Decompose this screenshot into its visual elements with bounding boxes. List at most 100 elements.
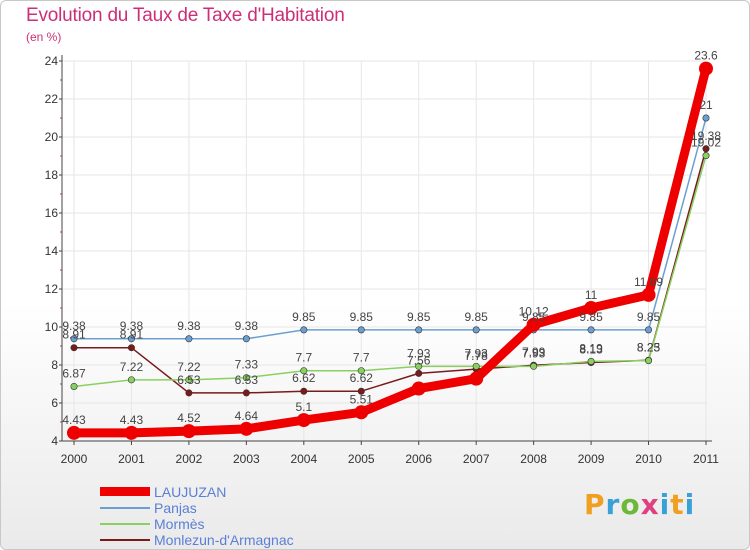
data-point-morm-s [530,362,538,370]
data-label-morm-s: 7.93 [522,346,546,360]
x-tick-label: 2008 [520,452,547,466]
data-point-laujuzan [181,424,196,439]
data-label-laujuzan: 4.64 [235,409,259,423]
data-point-monlezun-d-armagnac [70,344,78,352]
data-label-monlezun-d-armagnac: 8.13 [579,343,603,357]
data-label-laujuzan: 5.1 [295,400,312,414]
data-point-morm-s [242,374,250,382]
data-label-laujuzan: 4.43 [120,413,144,427]
data-point-monlezun-d-armagnac [185,389,193,397]
data-label-panjas: 9.85 [292,310,316,324]
legend-label-monlezun: Monlezun-d'Armagnac [154,532,294,548]
data-point-morm-s [127,376,135,384]
data-point-monlezun-d-armagnac [702,145,710,153]
data-point-panjas [127,335,135,343]
data-label-morm-s: 8.19 [579,341,603,355]
y-tick-label: 12 [45,282,59,296]
legend-label-mormes: Mormès [154,516,205,532]
data-label-monlezun-d-armagnac: 8.91 [62,328,86,342]
data-label-morm-s: 7.7 [295,351,312,365]
x-tick-label: 2006 [405,452,432,466]
y-tick-label: 6 [51,396,58,410]
data-label-panjas: 9.85 [522,310,546,324]
data-label-panjas: 9.85 [637,310,661,324]
data-label-monlezun-d-armagnac: 6.62 [292,371,316,385]
data-point-panjas [357,326,365,334]
data-label-monlezun-d-armagnac: 7.99 [522,345,546,359]
data-label-panjas: 9.85 [465,310,489,324]
data-point-morm-s [702,152,710,160]
data-label-morm-s: 7.93 [465,346,489,360]
x-tick-label: 2003 [233,452,260,466]
x-tick-label: 2009 [578,452,605,466]
data-label-morm-s: 8.23 [637,341,661,355]
y-tick-label: 24 [45,54,59,68]
y-tick-label: 18 [45,168,59,182]
data-point-laujuzan [124,425,139,440]
data-point-morm-s [415,362,423,370]
data-label-monlezun-d-armagnac: 6.62 [350,371,374,385]
data-point-morm-s [300,367,308,375]
data-point-morm-s [472,362,480,370]
data-point-morm-s [357,367,365,375]
x-tick-label: 2005 [348,452,375,466]
chart-subtitle: (en %) [26,30,62,44]
data-label-morm-s: 19.02 [691,136,721,150]
data-point-panjas [242,335,250,343]
data-point-panjas [70,335,78,343]
data-label-monlezun-d-armagnac: 19.38 [691,129,721,143]
data-point-monlezun-d-armagnac [357,387,365,395]
data-point-panjas [702,114,710,122]
y-tick-label: 4 [51,434,58,448]
x-tick-label: 2007 [463,452,490,466]
data-label-monlezun-d-armagnac: 7.78 [465,349,489,363]
data-point-morm-s [185,376,193,384]
series-line-panjas [73,117,707,340]
data-label-monlezun-d-armagnac: 6.53 [177,373,201,387]
data-label-panjas: 9.38 [62,319,86,333]
data-point-panjas [587,326,595,334]
data-point-monlezun-d-armagnac [242,389,250,397]
data-label-laujuzan: 11.69 [634,275,663,289]
data-point-laujuzan [641,287,656,302]
data-label-laujuzan: 4.43 [62,413,86,427]
data-point-laujuzan [239,421,254,436]
data-label-panjas: 21 [699,98,713,112]
data-point-laujuzan [354,405,369,420]
data-point-panjas [415,326,423,334]
data-label-monlezun-d-armagnac: 6.53 [235,373,259,387]
data-point-morm-s [70,382,78,390]
data-label-monlezun-d-armagnac: 8.91 [120,328,144,342]
data-point-laujuzan [699,61,713,76]
data-point-laujuzan [526,317,541,332]
y-tick-label: 20 [45,130,59,144]
data-label-morm-s: 7.93 [407,346,431,360]
data-label-laujuzan: 10.12 [519,305,549,319]
legend-label-panjas: Panjas [154,500,197,516]
data-point-monlezun-d-armagnac [127,344,135,352]
data-point-monlezun-d-armagnac [300,387,308,395]
data-label-monlezun-d-armagnac: 8.25 [637,340,661,354]
y-tick-label: 16 [45,206,59,220]
data-label-panjas: 9.85 [407,310,431,324]
legend-swatch-monlezun [100,539,150,541]
legend-label-laujuzan: LAUJUZAN [154,484,227,500]
data-point-laujuzan [67,425,81,440]
data-point-laujuzan [411,381,426,396]
legend-swatch-laujuzan [100,487,150,496]
series-line-monlezun-d-armagnac [73,148,707,394]
data-label-monlezun-d-armagnac: 7.56 [407,353,431,367]
y-tick-label: 14 [45,244,59,258]
data-label-panjas: 9.38 [177,319,201,333]
data-label-laujuzan: 4.52 [177,411,201,425]
data-label-panjas: 9.85 [579,310,603,324]
x-tick-label: 2001 [118,452,145,466]
data-label-panjas: 9.85 [350,310,374,324]
x-tick-label: 2010 [635,452,662,466]
data-point-laujuzan [584,301,599,315]
series-line-laujuzan [69,64,711,438]
chart-title: Evolution du Taux de Taxe d'Habitation [26,5,345,26]
data-label-laujuzan: 11 [585,288,598,302]
y-tick-label: 22 [45,92,59,106]
